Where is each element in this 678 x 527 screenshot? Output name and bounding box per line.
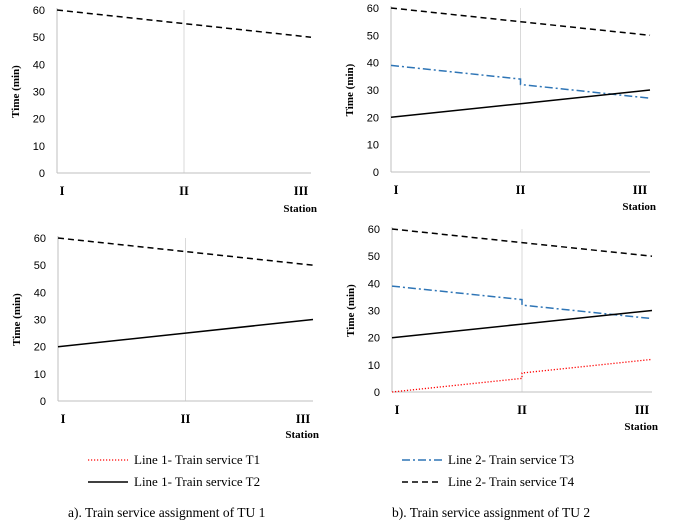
y-tick-label: 0 (373, 167, 379, 179)
y-axis-title: Time (min) (344, 63, 356, 116)
x-axis-title: Station (624, 421, 658, 433)
y-tick-label: 30 (34, 315, 46, 327)
y-tick-label: 50 (33, 32, 45, 44)
series-line-t2 (57, 318, 314, 348)
series-line-t4 (57, 237, 314, 266)
y-tick-label: 20 (367, 112, 379, 124)
x-category-label: II (517, 403, 527, 417)
caption-left: a). Train service assignment of TU 1 (68, 505, 266, 520)
x-axis-title: Station (283, 203, 317, 215)
series-line-t2 (391, 309, 653, 339)
x-axis-title: Station (285, 429, 319, 440)
series-line-t2 (390, 89, 651, 119)
y-axis-title: Time (min) (11, 293, 23, 346)
series-line-t1 (391, 358, 653, 393)
y-tick-label: 20 (34, 342, 46, 354)
legend-item-t3: Line 2- Train service T3 (402, 452, 574, 468)
x-category-label: I (394, 183, 399, 197)
y-tick-label: 10 (367, 140, 379, 152)
series-line-t3 (391, 285, 653, 320)
x-category-label: III (633, 183, 648, 197)
series-line-t4 (56, 9, 312, 38)
y-tick-label: 60 (367, 3, 379, 15)
series-line-t4 (391, 228, 653, 257)
y-tick-label: 50 (368, 251, 380, 263)
y-tick-label: 60 (368, 224, 380, 236)
y-tick-label: 30 (367, 85, 379, 97)
legend-item-t4: Line 2- Train service T4 (402, 474, 574, 490)
x-category-label: II (179, 184, 189, 198)
legend-item-t1: Line 1- Train service T1 (88, 452, 260, 468)
y-tick-label: 40 (367, 58, 379, 70)
y-tick-label: 10 (33, 141, 45, 153)
series-line-t4 (390, 7, 651, 37)
y-tick-label: 20 (368, 333, 380, 345)
x-category-label: I (395, 403, 400, 417)
x-axis-title: Station (622, 201, 656, 213)
y-tick-label: 40 (34, 287, 46, 299)
legend-swatch-t1 (88, 459, 128, 461)
y-tick-label: 20 (33, 114, 45, 126)
x-category-label: III (296, 412, 311, 426)
y-axis-title: Time (min) (345, 284, 357, 337)
series-line-t3 (390, 64, 651, 99)
legend-label-t1: Line 1- Train service T1 (134, 452, 261, 467)
caption-right: b). Train service assignment of TU 2 (392, 505, 591, 520)
y-tick-label: 10 (34, 369, 46, 381)
y-tick-label: 40 (368, 278, 380, 290)
y-tick-label: 30 (368, 306, 380, 318)
x-category-label: I (61, 412, 66, 426)
x-category-label: II (181, 412, 191, 426)
y-tick-label: 50 (34, 260, 46, 272)
legend-item-t2: Line 1- Train service T2 (88, 474, 260, 490)
legend-swatch-t3 (402, 459, 442, 461)
y-tick-label: 0 (39, 168, 45, 180)
y-axis-title: Time (min) (10, 65, 22, 118)
x-category-label: III (294, 184, 309, 198)
y-tick-label: 50 (367, 30, 379, 42)
y-tick-label: 10 (368, 360, 380, 372)
legend-swatch-t4 (402, 481, 442, 483)
legend-swatch-t2 (88, 481, 128, 483)
x-category-label: I (60, 184, 65, 198)
y-tick-label: 30 (33, 87, 45, 99)
y-tick-label: 60 (34, 233, 46, 245)
legend-label-t4: Line 2- Train service T4 (448, 474, 575, 489)
legend-label-t3: Line 2- Train service T3 (448, 452, 575, 467)
legend-label-t2: Line 1- Train service T2 (134, 474, 261, 489)
x-category-label: III (635, 403, 650, 417)
y-tick-label: 40 (33, 59, 45, 71)
y-tick-label: 0 (374, 387, 380, 399)
y-tick-label: 0 (40, 396, 46, 408)
x-category-label: II (516, 183, 526, 197)
y-tick-label: 60 (33, 5, 45, 17)
